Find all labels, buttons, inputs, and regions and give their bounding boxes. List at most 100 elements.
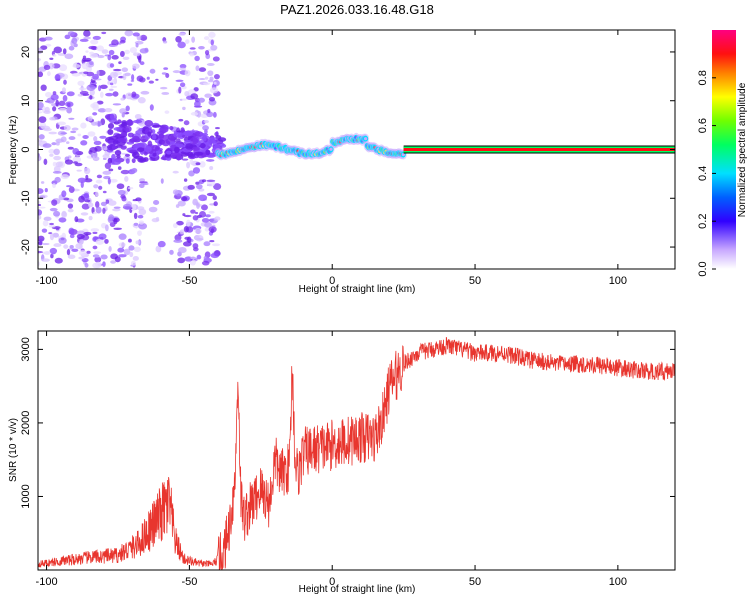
spectrogram-noise-blob	[162, 40, 168, 44]
snr-x-ticks: -100 -50 0 50 100	[36, 331, 627, 588]
snr-series-line	[38, 337, 675, 570]
spectrogram-noise-blob	[38, 116, 47, 123]
spectrogram-noise-blob	[122, 56, 130, 60]
spectrogram-noise-blob	[52, 54, 57, 57]
spectrogram-noise-blob	[194, 55, 200, 62]
spectrogram-core-blob	[121, 121, 128, 128]
spectrogram-noise-blob	[98, 185, 103, 190]
spectrogram-noise-blob	[73, 161, 78, 164]
snr-x-label: Height of straight line (km)	[299, 584, 416, 595]
spectrogram-core-blob	[185, 143, 194, 150]
spectrogram-noise-blob	[110, 85, 118, 88]
spectrogram-noise-blob	[43, 216, 52, 221]
spectrogram-noise-blob	[49, 207, 58, 212]
spectrogram-noise-blob	[70, 130, 77, 134]
spectrogram-core-blob	[173, 131, 181, 138]
spectrogram-noise-blob	[204, 76, 209, 80]
snr-y-tick-label: 1000	[20, 484, 32, 508]
spectrogram-noise-blob	[203, 120, 209, 124]
spectrogram-noise-blob	[149, 68, 156, 74]
spectrogram-noise-blob	[95, 238, 105, 245]
spectrogram-noise-blob	[213, 73, 220, 80]
spectrogram-noise-blob	[105, 199, 110, 204]
spectrogram-noise-blob	[40, 181, 45, 184]
spectrogram-noise-blob	[53, 46, 63, 54]
colorbar-ticks: 0.0 0.2 0.4 0.6 0.8	[697, 70, 716, 277]
spectrogram-core-blob	[108, 136, 119, 140]
spectrogram-noise-blob	[41, 228, 48, 233]
snr-frame	[37, 330, 676, 571]
spectrogram-noise-blob	[212, 111, 217, 118]
spectrogram-core-blob	[111, 145, 117, 150]
spectrogram-noise-blob	[48, 148, 55, 154]
spectrogram-noise-blob	[48, 232, 53, 235]
spectrogram-noise-blob	[45, 91, 52, 98]
spectrogram-noise-blob	[213, 201, 218, 207]
spectrogram-noise-blob	[128, 245, 135, 251]
spectrogram-noise-blob	[97, 121, 103, 127]
spectrogram-noise-blob	[133, 52, 141, 57]
spectrogram-core-blob	[199, 143, 206, 149]
spectrogram-core-blob	[107, 128, 114, 135]
spectrogram-noise-blob	[112, 68, 122, 72]
spectrogram-noise-blob	[189, 52, 194, 57]
spectrogram-y-tick-label: 10	[20, 95, 32, 107]
spectrogram-noise-blob	[190, 93, 199, 100]
spectrogram-x-tick-label: -50	[181, 275, 197, 287]
spectrogram-noise-blob	[172, 170, 179, 174]
spectrogram-noise-blob	[132, 63, 140, 69]
spectrogram-noise-blob	[117, 166, 122, 170]
spectrogram-core-blob	[136, 147, 145, 153]
spectrogram-noise-blob	[155, 245, 162, 253]
spectrogram-noise-blob	[76, 233, 85, 240]
spectrogram-core-blob	[174, 146, 180, 154]
spectrogram-core-blob	[217, 137, 227, 142]
spectrogram-noise-blob	[172, 70, 181, 74]
spectrogram-noise-blob	[83, 30, 91, 37]
spectrogram-noise-blob	[38, 101, 44, 109]
spectrogram-noise-blob	[67, 31, 75, 36]
snr-x-tick-label: 100	[609, 576, 627, 588]
spectrogram-noise-blob	[103, 205, 108, 209]
spectrogram-noise-blob	[201, 204, 208, 211]
spectrogram-noise-blob	[198, 194, 208, 202]
colorbar-label: Normalized spectral amplitude	[737, 82, 748, 217]
spectrogram-core-blob	[193, 151, 204, 156]
spectrogram-noise-blob	[189, 159, 194, 165]
spectrogram-noise-blob	[87, 131, 96, 137]
spectrogram-noise-blob	[183, 178, 188, 182]
spectrogram-noise-blob	[109, 82, 114, 86]
spectrogram-noise-blob	[89, 53, 99, 59]
spectrogram-core-blob	[144, 145, 152, 153]
colorbar-tick-label: 0.8	[697, 70, 709, 85]
spectrogram-noise-blob	[100, 145, 109, 151]
spectrogram-noise-blob	[215, 127, 220, 130]
spectrogram-noise-blob	[62, 95, 68, 102]
spectrogram-noise-blob	[119, 40, 126, 44]
spectrogram-noise-blob	[99, 91, 104, 98]
spectrogram-noise-blob	[93, 251, 101, 255]
spectrogram-noise-blob	[214, 131, 219, 137]
spectrogram-noise-blob	[96, 100, 104, 105]
spectrogram-noise-blob	[183, 214, 192, 218]
spectrogram-noise-blob	[127, 83, 133, 86]
spectrogram-noise-blob	[86, 84, 96, 91]
spectrogram-noise-blob	[180, 196, 188, 202]
spectrogram-noise-blob	[111, 55, 119, 60]
spectrogram-noise-blob	[137, 214, 144, 219]
spectrogram-noise-blob	[66, 141, 70, 145]
spectrogram-noise-blob	[52, 170, 62, 174]
spectrogram-noise-blob	[38, 139, 43, 143]
spectrogram-noise-blob	[90, 228, 100, 232]
spectrogram-noise-blob	[94, 255, 100, 258]
spectrogram-noise-blob	[99, 84, 108, 90]
spectrogram-noise-blob	[178, 86, 182, 94]
spectrogram-noise-blob	[43, 158, 48, 165]
spectrogram-noise-blob	[95, 201, 100, 208]
spectrogram-noise-blob	[94, 256, 102, 263]
spectrogram-noise-blob	[44, 251, 51, 256]
spectrogram-noise-blob	[161, 72, 167, 75]
spectrogram-noise-blob	[136, 206, 145, 211]
spectrogram-noise-blob	[101, 49, 109, 54]
spectrogram-noise-blob	[53, 155, 62, 161]
